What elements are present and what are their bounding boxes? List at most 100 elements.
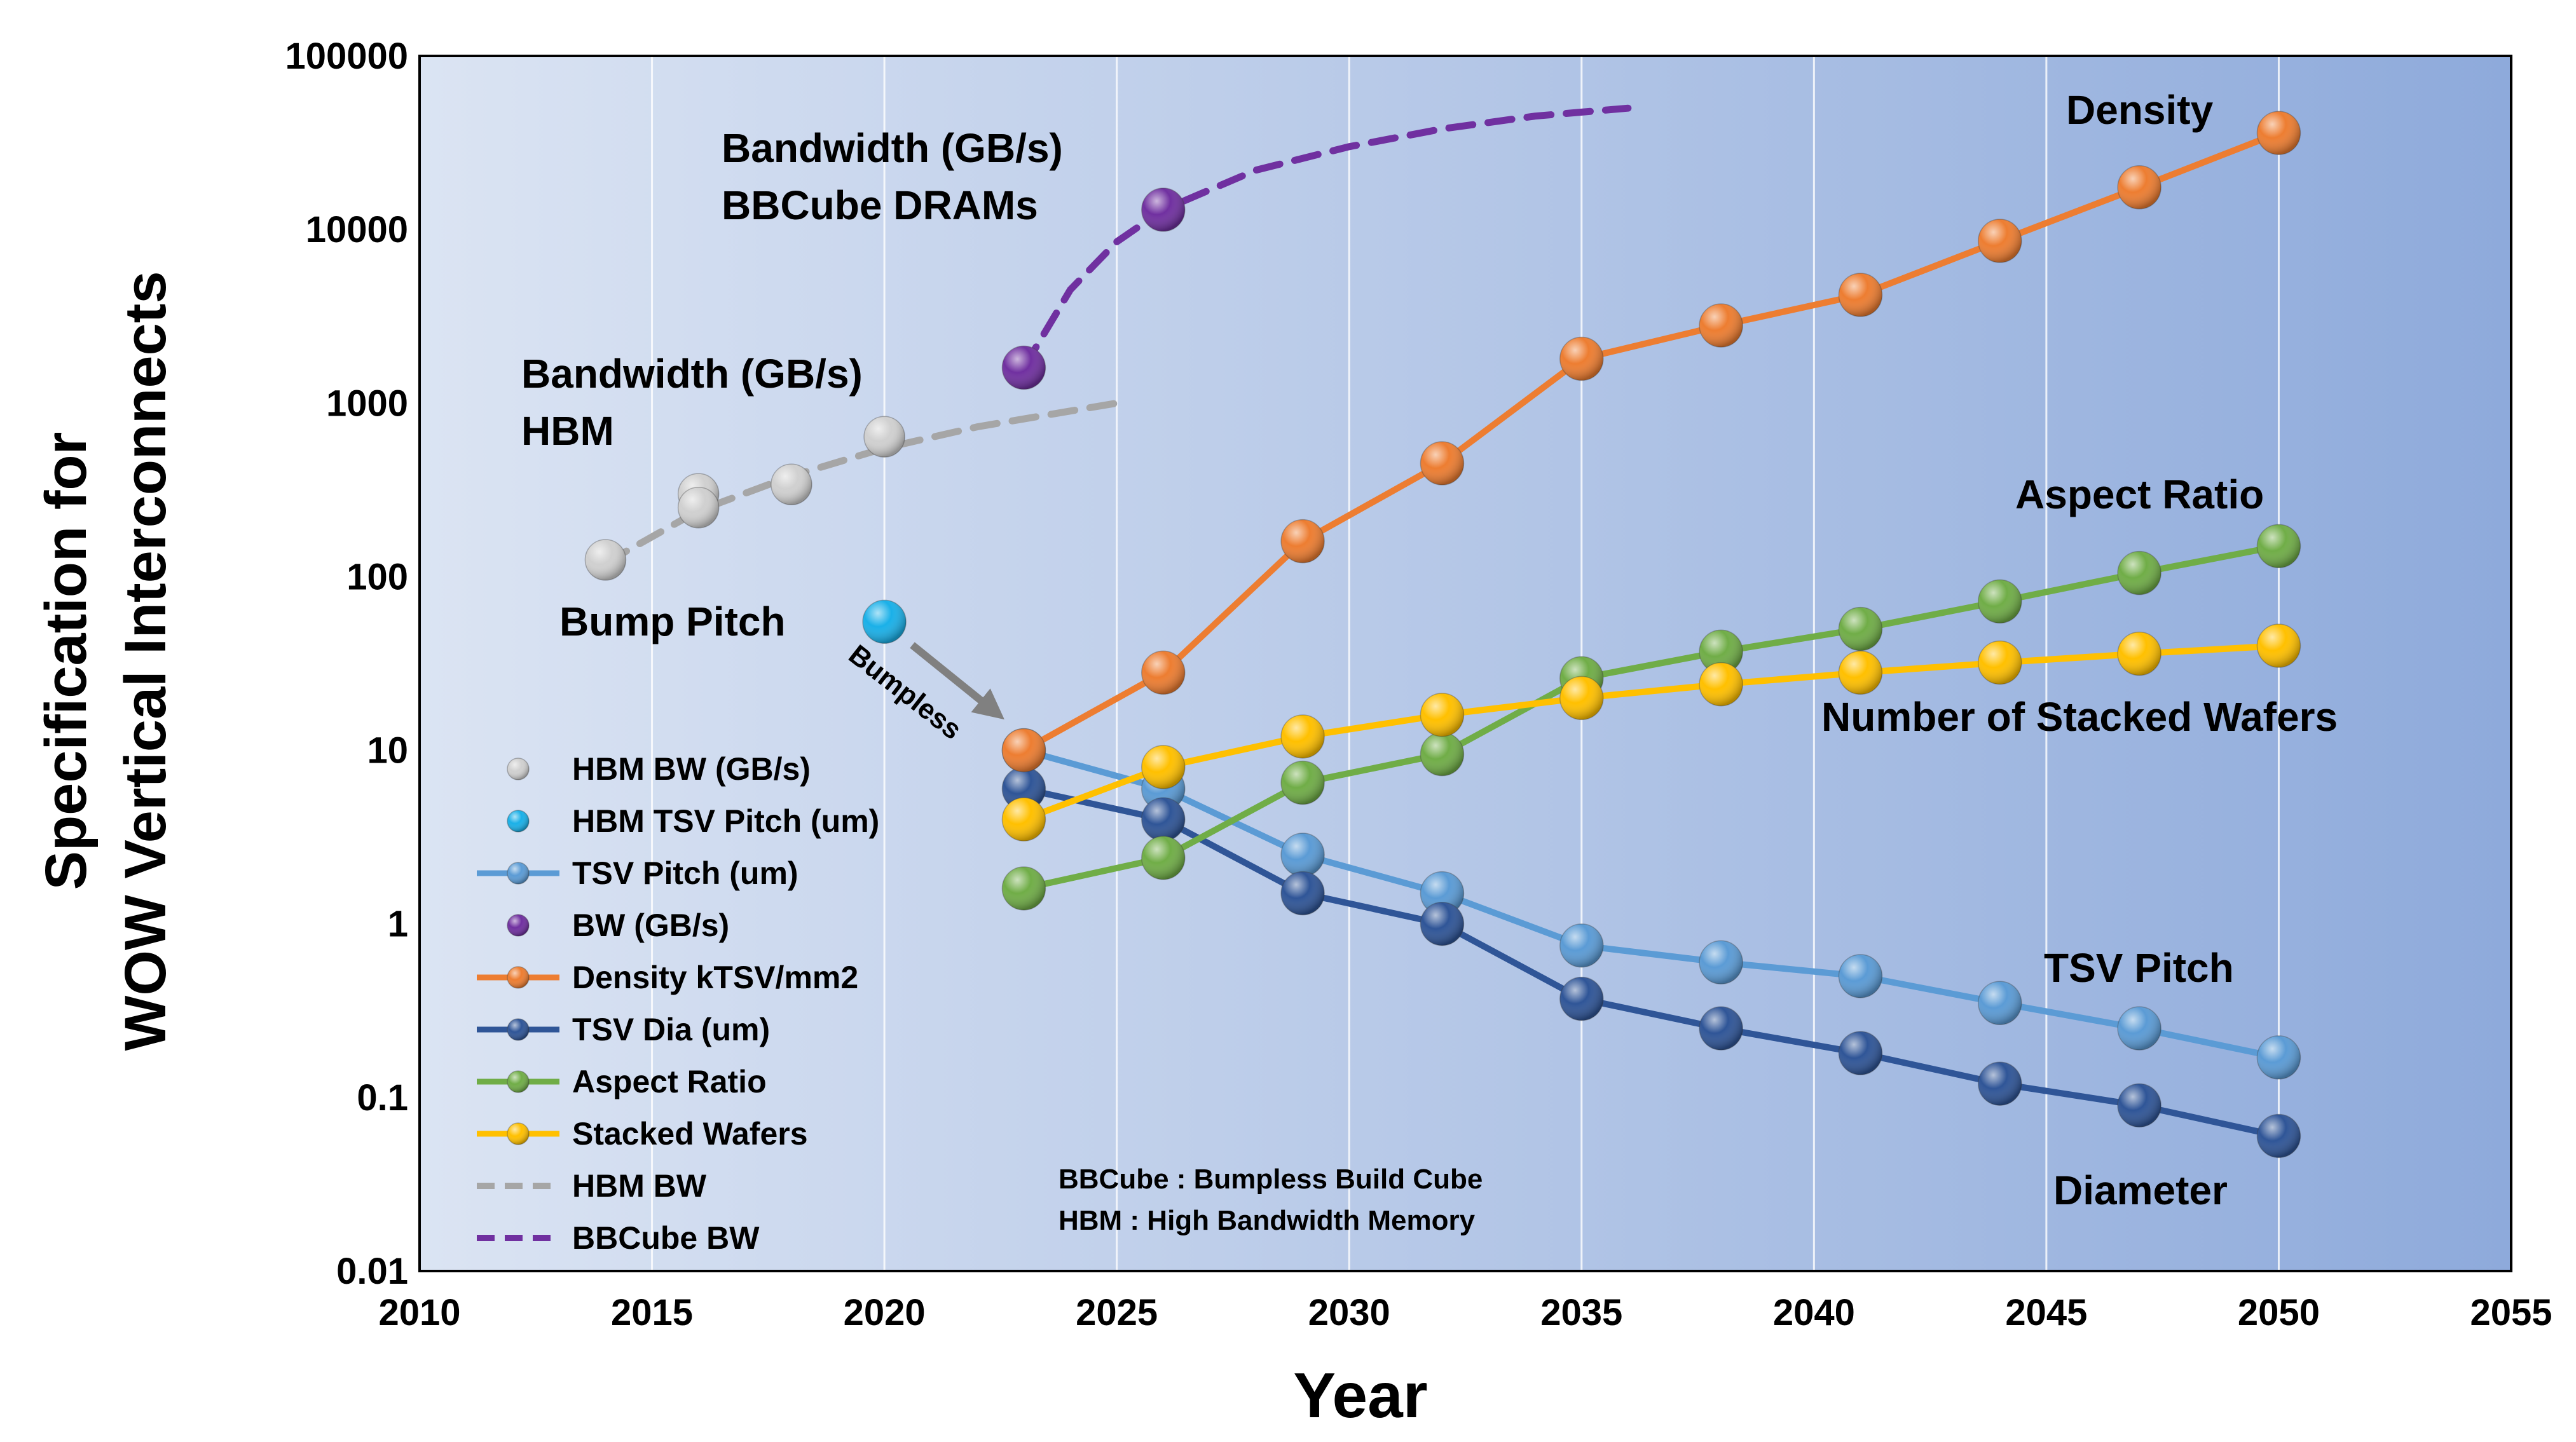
tsv_dia-point-4: [1559, 976, 1604, 1021]
series-tsv_dia: [1001, 766, 2301, 1159]
tsv_pitch-point-4-shade: [1559, 923, 1603, 967]
legend-item-stacked_wafers: Stacked Wafers: [477, 1116, 808, 1152]
tsv_pitch-point-5: [1699, 940, 1743, 985]
tsv_dia-point-0: [1001, 766, 1046, 811]
stacked_wafers-point-1: [1141, 745, 1186, 789]
tsv_dia-point-3: [1420, 901, 1465, 946]
x-tick-2035: 2035: [1540, 1292, 1622, 1333]
legend-marker-stacked_wafers: [507, 1122, 530, 1145]
tsv_dia-point-5: [1699, 1006, 1743, 1051]
aspect_ratio-point-1-shade: [1141, 836, 1185, 880]
density-point-0-shade: [1002, 728, 1046, 772]
tsv_dia-point-7: [1978, 1061, 2022, 1106]
tsv_dia-point-9: [2256, 1113, 2301, 1159]
y-tick-0.01: 0.01: [336, 1251, 408, 1292]
y-tick-100: 100: [346, 556, 408, 597]
stacked_wafers-point-9: [2256, 623, 2301, 668]
density-point-1-shade: [1141, 651, 1185, 695]
density-point-0: [1001, 728, 1046, 773]
legend: HBM BW (GB/s) HBM TSV Pitch (um) TSV Pitch…: [477, 751, 879, 1256]
legend-marker-density: [507, 966, 530, 989]
y-axis-ticks: 0.01 0.1 1 10 100 1000 10000 100000: [285, 36, 408, 1292]
legend-item-hbm_bw_trend: HBM BW: [477, 1168, 707, 1204]
stacked_wafers-point-4-shade: [1559, 676, 1603, 720]
plot-frame: [418, 55, 2512, 1272]
tsv_pitch-point-9: [2256, 1035, 2301, 1080]
legend-marker-bw-shade: [507, 915, 529, 936]
series-bw: [1001, 187, 1186, 390]
density-point-4-shade: [1559, 337, 1603, 381]
x-tick-2045: 2045: [2005, 1292, 2087, 1333]
legend-marker-tsv_dia-shade: [507, 1019, 529, 1040]
label-bump-pitch: Bump Pitch: [559, 599, 786, 644]
aspect_ratio-point-1: [1141, 836, 1186, 880]
series-hbm_bw: [584, 416, 905, 581]
label-bbcube-line1: Bandwidth (GB/s): [722, 125, 1063, 171]
legend-label-hbm_bw_trend: HBM BW: [572, 1168, 707, 1204]
tsv_dia-point-2: [1280, 871, 1325, 916]
density-point-9: [2256, 111, 2301, 155]
x-tick-2020: 2020: [844, 1292, 926, 1333]
bw-point-0-shade: [1002, 346, 1046, 390]
tsv_dia-point-2-shade: [1281, 871, 1325, 915]
stacked_wafers-point-8-shade: [2118, 632, 2162, 676]
aspect_ratio-point-5: [1699, 629, 1743, 674]
aspect_ratio-point-7-shade: [1978, 580, 2022, 623]
legend-item-density: Density kTSV/mm2: [477, 960, 858, 995]
stacked_wafers-point-5-shade: [1699, 662, 1743, 706]
hbm_tsv_pitch-point-0: [862, 599, 907, 644]
x-tick-2055: 2055: [2470, 1292, 2552, 1333]
aspect_ratio-point-8: [2117, 550, 2162, 595]
density-point-1: [1141, 650, 1186, 695]
series-hbm_tsv_pitch: [862, 599, 907, 644]
aspect_ratio-point-0-shade: [1002, 866, 1046, 910]
bw-point-0: [1001, 345, 1046, 390]
hbm_bw-point-3-shade: [771, 464, 812, 505]
stacked_wafers-point-3: [1420, 693, 1465, 737]
series-aspect_ratio: [1001, 524, 2301, 911]
legend-item-bw: BW (GB/s): [507, 908, 729, 943]
tsv_dia-point-6-shade: [1839, 1031, 1882, 1075]
stacked_wafers-point-5: [1699, 662, 1743, 707]
density-point-6: [1838, 273, 1883, 317]
tsv_pitch-point-8: [2117, 1006, 2162, 1051]
density-point-2-shade: [1281, 519, 1325, 563]
tsv_pitch-point-7: [1978, 981, 2022, 1025]
x-axis-ticks: 2010 2015 2020 2025 2030 2035 2040 2045 2050 2055: [378, 1292, 2552, 1333]
stacked_wafers-point-3-shade: [1420, 693, 1464, 737]
label-aspect-ratio: Aspect Ratio: [2015, 472, 2264, 517]
tsv_pitch-point-7-shade: [1978, 981, 2022, 1025]
tsv_dia-line: [1023, 786, 2280, 1139]
tsv_pitch-point-9-shade: [2257, 1035, 2301, 1079]
legend-marker-aspect_ratio: [507, 1070, 530, 1093]
aspect_ratio-point-8-shade: [2118, 551, 2162, 595]
hbm_tsv_pitch-point-0-shade: [863, 600, 907, 644]
x-tick-2040: 2040: [1773, 1292, 1855, 1333]
x-tick-2050: 2050: [2238, 1292, 2320, 1333]
series-layer: [584, 104, 2301, 1159]
y-axis-title-line1: Specification for: [34, 432, 99, 890]
legend-label-bw: BW (GB/s): [572, 908, 729, 943]
aspect_ratio-point-2: [1280, 760, 1325, 805]
legend-marker-density-shade: [507, 967, 529, 988]
tsv_dia-point-3-shade: [1420, 902, 1464, 946]
density-point-3: [1420, 441, 1465, 486]
tsv_pitch-point-2-shade: [1281, 833, 1325, 877]
stacked_wafers-point-1-shade: [1141, 745, 1185, 789]
density-point-6-shade: [1839, 273, 1882, 317]
hbm_bw-point-3: [771, 463, 812, 506]
tsv_pitch-point-3: [1420, 871, 1465, 916]
label-hbm-line1: Bandwidth (GB/s): [521, 351, 863, 397]
label-stacked-wafers: Number of Stacked Wafers: [1821, 694, 2338, 740]
tsv_dia-point-7-shade: [1978, 1062, 2022, 1106]
x-tick-2015: 2015: [611, 1292, 693, 1333]
legend-item-hbm_bw: HBM BW (GB/s): [507, 751, 811, 787]
series-bbcube_bw_trend: [1020, 104, 1632, 371]
aspect_ratio-point-5-shade: [1699, 630, 1743, 674]
y-tick-1: 1: [388, 904, 408, 945]
legend-label-tsv_dia: TSV Dia (um): [572, 1012, 770, 1047]
tsv_dia-point-5-shade: [1699, 1007, 1743, 1051]
tsv_dia-point-4-shade: [1559, 977, 1603, 1021]
y-tick-100000: 100000: [285, 36, 408, 77]
